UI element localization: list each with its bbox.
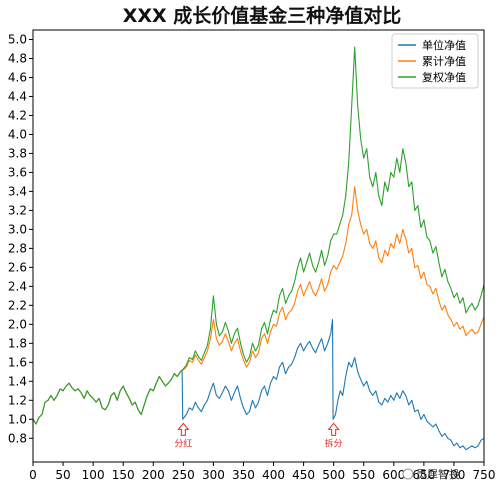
legend-label-0: 单位净值 (422, 38, 466, 52)
y-tick-label: 1.6 (8, 355, 27, 369)
y-tick-label: 3.6 (8, 165, 27, 179)
x-tick-label: 250 (172, 468, 195, 482)
x-tick-label: 400 (262, 468, 285, 482)
y-tick-label: 2.8 (8, 241, 27, 255)
y-tick-label: 4.4 (8, 89, 27, 103)
x-tick-label: 350 (232, 468, 255, 482)
legend-label-2: 复权净值 (422, 70, 466, 84)
series-line-2 (32, 46, 485, 425)
y-tick-label: 4.2 (8, 108, 27, 122)
y-tick-label: 4.8 (8, 51, 27, 65)
y-tick-label: 2.0 (8, 317, 27, 331)
y-tick-label: 4.0 (8, 127, 27, 141)
series-line-0 (32, 319, 485, 451)
x-tick-label: 200 (142, 468, 165, 482)
annotations: 分红 拆分 (174, 422, 343, 449)
x-tick-label: 700 (442, 468, 465, 482)
annotation-arrow-1 (327, 422, 340, 436)
legend-box (391, 33, 479, 89)
legend-label-1: 累计净值 (422, 54, 466, 68)
watermark: 灵犀智投 (402, 467, 460, 481)
y-tick-label: 2.2 (8, 298, 27, 312)
y-tick-label: 1.4 (8, 374, 27, 388)
chart-title: XXX 成长价值基金三种净值对比 (123, 4, 402, 27)
annotation-label-0: 分红 (174, 437, 192, 449)
wechat-watermark: 灵犀智投 (402, 467, 460, 481)
x-tick-label: 650 (412, 468, 435, 482)
annotation-label-1: 拆分 (325, 437, 343, 449)
annotation-arrow-0 (177, 422, 190, 436)
axes: 0 50 100 150 200 250 300 350 400 450 500 550 600 650 7… (8, 29, 496, 482)
series-line-1 (32, 186, 485, 425)
watermark-text: 灵犀智投 (416, 467, 460, 481)
plot-frame (32, 29, 485, 463)
x-tick-label: 300 (202, 468, 225, 482)
y-tick-label: 4.6 (8, 70, 27, 84)
wechat-icon (402, 468, 414, 480)
y-tick-label: 2.4 (8, 279, 27, 293)
y-tick-label: 1.2 (8, 393, 27, 407)
y-tick-label: 0.8 (8, 431, 27, 445)
x-tick-label: 600 (382, 468, 405, 482)
y-tick-label: 1.0 (8, 412, 27, 426)
x-tick-label: 550 (352, 468, 375, 482)
y-tick-label: 3.0 (8, 222, 27, 236)
x-tick-label: 50 (55, 468, 70, 482)
x-tick-label: 150 (112, 468, 135, 482)
plot-area (32, 46, 485, 451)
y-tick-label: 3.8 (8, 146, 27, 160)
y-tick-label: 3.2 (8, 203, 27, 217)
y-tick-label: 5.0 (8, 32, 27, 46)
x-tick-label: 750 (473, 468, 496, 482)
x-tick-label: 100 (82, 468, 105, 482)
y-tick-label: 3.4 (8, 184, 27, 198)
y-tick-label: 2.6 (8, 260, 27, 274)
x-tick-label: 500 (322, 468, 345, 482)
x-tick-label: 450 (292, 468, 315, 482)
x-tick-label: 0 (29, 468, 37, 482)
y-tick-label: 1.8 (8, 336, 27, 350)
